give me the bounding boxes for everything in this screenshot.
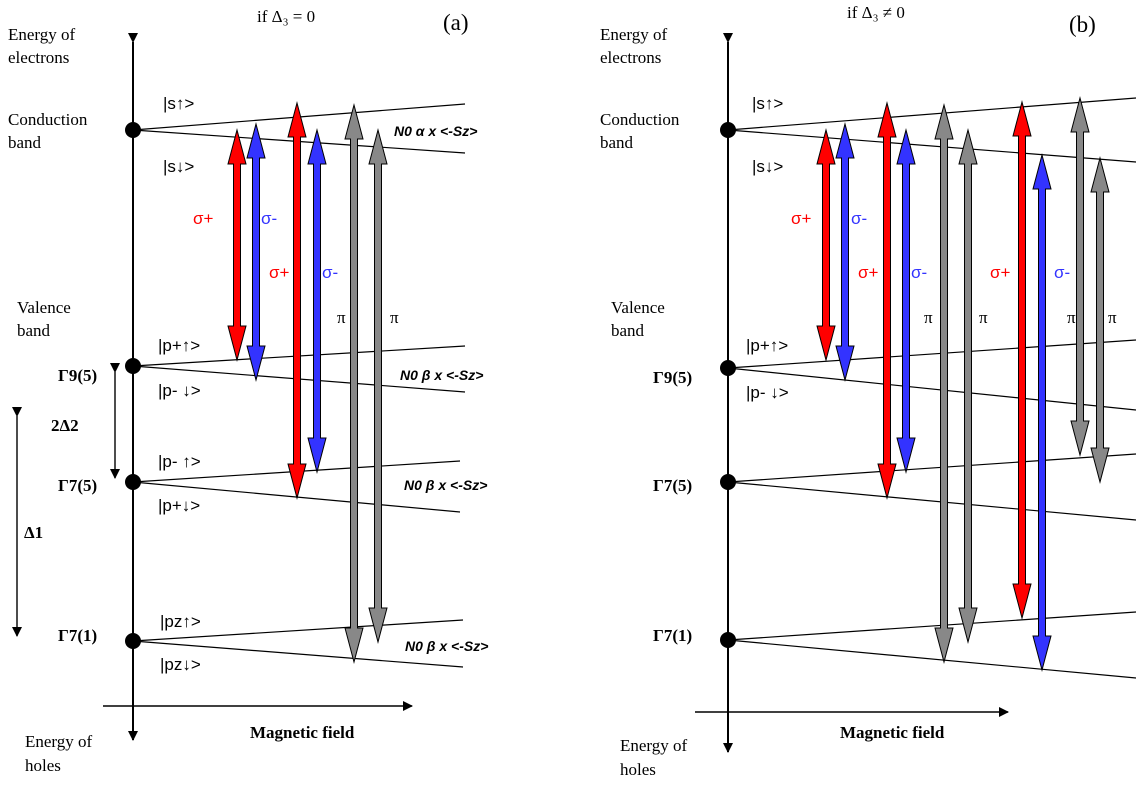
axis-bottom-line1: Energy of [25,732,93,751]
state-pplus-up-b: |p+↑> [746,336,788,355]
pi-4-b: π [1108,308,1117,327]
sigma-minus-arrow-2-b [896,128,916,474]
sigma-plus-arrow-2-a [287,101,307,500]
state-s-up: |s↑> [163,94,194,113]
state-pminus-down-b: |p- ↓> [746,383,789,402]
gamma7-1-dot-b [720,632,736,648]
valence-b-line1: Valence [611,298,665,317]
sigma-plus-arrow-3-b [1012,100,1032,620]
axis-top-b-line1: Energy of [600,25,668,44]
level-lines-b [727,97,1136,679]
sigma-plus-arrow-1-b [816,128,836,362]
sigma-plus-arrow-2-b [877,101,897,500]
axis-bottom-line2: holes [25,756,61,775]
formula-gamma7-5: N0 β x <-Sz> [404,477,487,493]
axis-top-b-line2: electrons [600,48,661,67]
gamma9-dot [125,358,141,374]
valence-b-line2: band [611,321,645,340]
gamma7-1-dot [125,633,141,649]
formula-conduction: N0 α x <-Sz> [394,123,477,139]
sigma-plus-3-b: σ+ [990,263,1010,282]
sigma-plus-1-a: σ+ [193,209,213,228]
conduction-b-line2: band [600,133,634,152]
x-axis-label-b: Magnetic field [840,723,945,742]
sigma-minus-arrow-1-b [835,122,855,382]
formula-gamma7-1: N0 β x <-Sz> [405,638,488,654]
delta2-label: 2Δ2 [51,416,79,435]
gamma7-5-label: Γ7(5) [58,476,97,495]
state-s-down: |s↓> [163,157,194,176]
sigma-plus-2-a: σ+ [269,263,289,282]
sigma-minus-2-a: σ- [322,263,338,282]
state-s-down-b: |s↓> [752,157,783,176]
state-pz-up: |pz↑> [160,612,201,631]
pi-arrow-1-a [344,103,364,664]
sigma-plus-arrow-1-a [227,128,247,362]
gamma7-5-dot-b [720,474,736,490]
condition-a: if Δ₃ = 0 [257,7,315,26]
gamma7-5-label-b: Γ7(5) [653,476,692,495]
valence-line2: band [17,321,51,340]
state-pminus-down: |p- ↓> [158,381,201,400]
conduction-dot [125,122,141,138]
sigma-minus-1-a: σ- [261,209,277,228]
sigma-minus-arrow-2-a [307,128,327,474]
pi-arrow-2-b [958,128,978,644]
panel-tag-b: (b) [1069,12,1096,37]
conduction-b-line1: Conduction [600,110,680,129]
gamma9-dot-b [720,360,736,376]
axis-bottom-b-line1: Energy of [620,736,688,755]
sigma-minus-3-b: σ- [1054,263,1070,282]
pi-2-b: π [979,308,988,327]
pi-1-b: π [924,308,933,327]
sigma-minus-2-b: σ- [911,263,927,282]
pi-arrow-1-b [934,103,954,664]
sigma-minus-arrow-3-b [1032,153,1052,672]
pi-1-a: π [337,308,346,327]
axis-top-line1: Energy of [8,25,76,44]
state-pminus-up: |p- ↑> [158,452,201,471]
pi-2-a: π [390,308,399,327]
pi-arrow-2-a [368,128,388,644]
pi-arrow-4-b [1090,156,1110,484]
transition-arrows-a [227,101,388,664]
gamma7-5-dot [125,474,141,490]
gamma9-label: Γ9(5) [58,366,97,385]
gamma7-1-label-b: Γ7(1) [653,626,692,645]
gamma7-1-label: Γ7(1) [58,626,97,645]
valence-line1: Valence [17,298,71,317]
axis-bottom-b-line2: holes [620,760,656,779]
sigma-plus-2-b: σ+ [858,263,878,282]
panel-a: if Δ₃ = 0 (a) Energy of electrons Conduc… [8,7,488,775]
state-pz-down: |pz↓> [160,655,201,674]
sigma-minus-1-b: σ- [851,209,867,228]
sigma-minus-arrow-1-a [246,122,266,382]
condition-b: if Δ₃ ≠ 0 [847,3,905,22]
conduction-line2: band [8,133,42,152]
x-axis-label-a: Magnetic field [250,723,355,742]
transition-arrows-b [816,96,1110,672]
sigma-plus-1-b: σ+ [791,209,811,228]
state-s-up-b: |s↑> [752,94,783,113]
formula-gamma9: N0 β x <-Sz> [400,367,483,383]
state-pplus-down: |p+↓> [158,496,200,515]
conduction-dot-b [720,122,736,138]
conduction-line1: Conduction [8,110,88,129]
delta1-label: Δ1 [24,523,43,542]
gamma9-label-b: Γ9(5) [653,368,692,387]
pi-3-b: π [1067,308,1076,327]
axis-top-line2: electrons [8,48,69,67]
pi-arrow-3-b [1070,96,1090,457]
panel-tag-a: (a) [443,10,469,35]
state-pplus-up: |p+↑> [158,336,200,355]
panel-b: if Δ₃ ≠ 0 (b) Energy of electrons Conduc… [600,3,1136,779]
